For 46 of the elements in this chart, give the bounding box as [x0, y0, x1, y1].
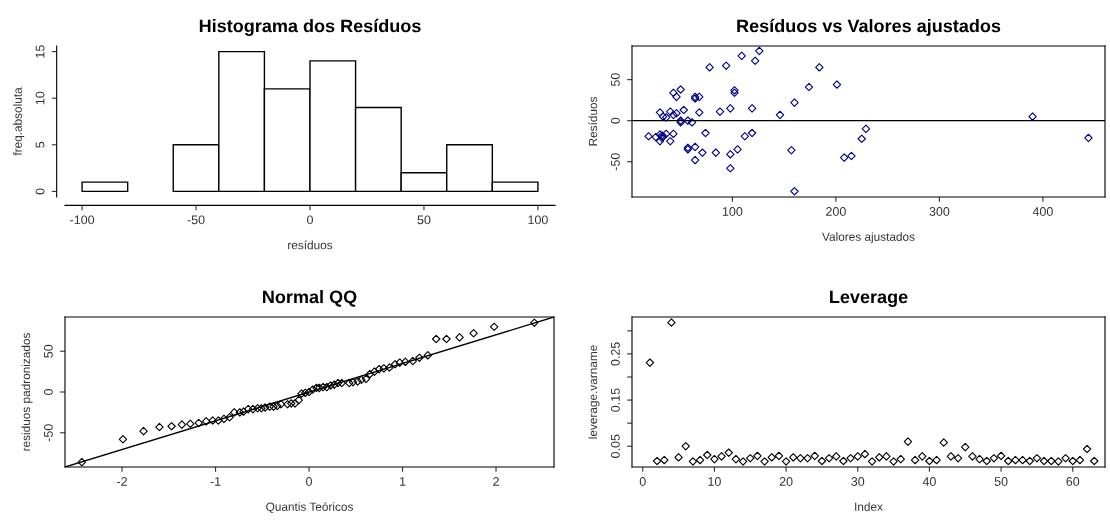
x-tick-label: -2 [117, 477, 127, 486]
y-tick-label: 0 [610, 117, 620, 124]
y-tick-label: 15 [35, 45, 45, 58]
x-tick-label: 50 [417, 215, 431, 225]
y-tick-label: 5 [35, 141, 45, 148]
x-tick-label: 0 [307, 215, 313, 225]
chart-title: Histograma dos Resíduos [199, 18, 421, 36]
y-axis-title: Resíduos [588, 96, 598, 146]
y-tick-label: -50 [610, 153, 620, 171]
x-tick-label: 300 [929, 207, 950, 216]
y-tick-label: 50 [43, 344, 53, 358]
y-tick-label: 50 [610, 73, 620, 87]
x-tick-label: 0 [306, 477, 313, 486]
y-tick-label: 10 [35, 91, 45, 105]
x-tick-label: 100 [528, 215, 548, 225]
x-axis-title: Index [855, 502, 883, 511]
x-tick-label: 400 [1032, 207, 1053, 216]
x-tick-label: -50 [187, 215, 205, 225]
x-axis-title: Valores ajustados [822, 232, 915, 244]
x-tick-label: 30 [851, 477, 865, 486]
y-tick-label: 0 [35, 188, 45, 195]
y-axis-title: leverage.varname [588, 345, 600, 439]
x-tick-label: 50 [994, 477, 1008, 486]
chart-title: Resíduos vs Valores ajustados [737, 18, 1001, 36]
x-tick-label: 10 [708, 477, 721, 486]
y-axis-title: residuos padronizados [21, 333, 33, 451]
chart-title: Leverage [830, 290, 908, 307]
chart-title: Normal QQ [263, 290, 357, 307]
x-axis-title: Quantis Teóricos [266, 502, 353, 514]
y-tick-label: 0.15 [610, 388, 620, 412]
y-axis-title: freq.absoluta [13, 87, 25, 156]
y-tick-label: 0 [43, 389, 53, 395]
x-tick-label: 40 [922, 477, 936, 486]
x-tick-label: -100 [70, 215, 95, 225]
x-tick-label: 100 [722, 207, 743, 216]
y-tick-label: -50 [43, 424, 53, 442]
x-tick-label: 200 [826, 207, 846, 216]
x-tick-label: 60 [1066, 477, 1080, 486]
x-tick-label: 1 [400, 477, 406, 486]
x-tick-label: 0 [639, 477, 646, 486]
y-tick-label: 0.25 [610, 342, 620, 366]
x-tick-label: 2 [493, 477, 499, 486]
x-tick-label: -1 [210, 477, 221, 486]
x-axis-title: resíduos [288, 240, 333, 250]
y-tick-label: 0.05 [610, 434, 620, 458]
x-tick-label: 20 [779, 477, 793, 486]
